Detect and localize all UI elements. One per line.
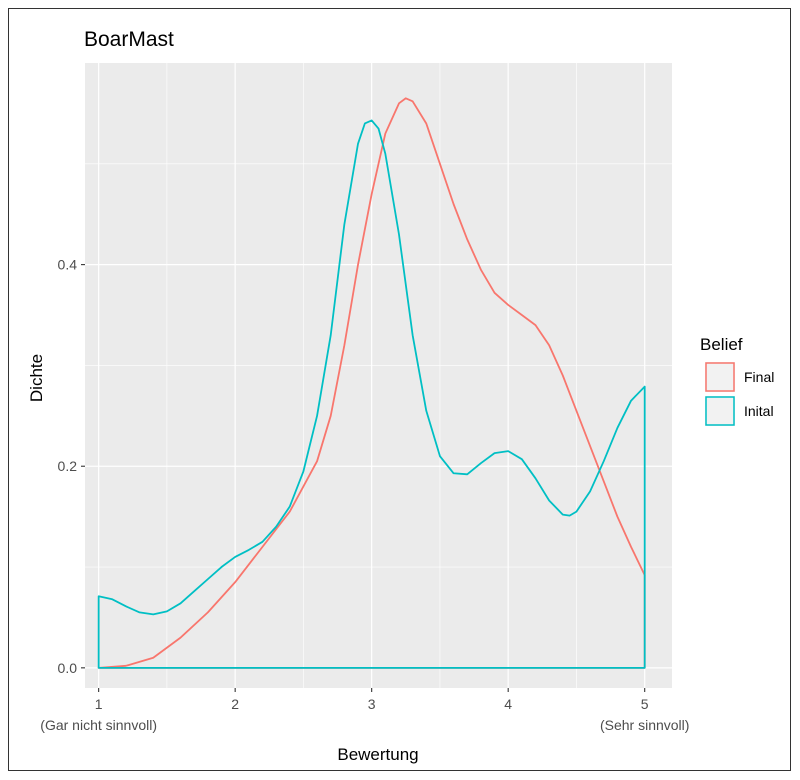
legend-label-final: Final xyxy=(744,369,774,385)
legend: Belief Final Inital xyxy=(700,335,774,426)
x-tick-sublabel: (Gar nicht sinnvoll) xyxy=(40,717,157,733)
density-line-inital xyxy=(97,119,646,669)
chart-title: BoarMast xyxy=(84,28,174,51)
legend-key-bg xyxy=(705,362,735,392)
legend-key-final xyxy=(705,362,735,392)
y-tick-label: 0.4 xyxy=(58,257,78,273)
minor-gridlines xyxy=(85,63,672,688)
legend-key-inital xyxy=(705,396,735,426)
legend-label-inital: Inital xyxy=(744,403,774,419)
x-tick-label: 5 xyxy=(641,696,649,712)
y-axis: 0.0 0.2 0.4 xyxy=(58,257,85,676)
y-axis-title: Dichte xyxy=(27,354,46,402)
legend-key-bg xyxy=(705,396,735,426)
x-tick-label: 2 xyxy=(231,696,239,712)
legend-title: Belief xyxy=(700,335,743,354)
x-tick-label: 3 xyxy=(368,696,376,712)
legend-items: Final Inital xyxy=(705,362,774,426)
x-axis-title: Bewertung xyxy=(337,745,418,764)
x-axis: 1 (Gar nicht sinnvoll) 2 3 4 5 (Sehr sinnvoll) xyxy=(40,688,689,733)
x-tick-sublabel: (Sehr sinnvoll) xyxy=(600,717,689,733)
x-tick-label: 4 xyxy=(504,696,512,712)
plot-panel xyxy=(85,63,672,688)
x-tick-label: 1 xyxy=(95,696,103,712)
density-line-final xyxy=(97,97,646,669)
series-layer xyxy=(97,97,646,669)
y-tick-label: 0.2 xyxy=(58,458,78,474)
y-tick-label: 0.0 xyxy=(58,660,78,676)
